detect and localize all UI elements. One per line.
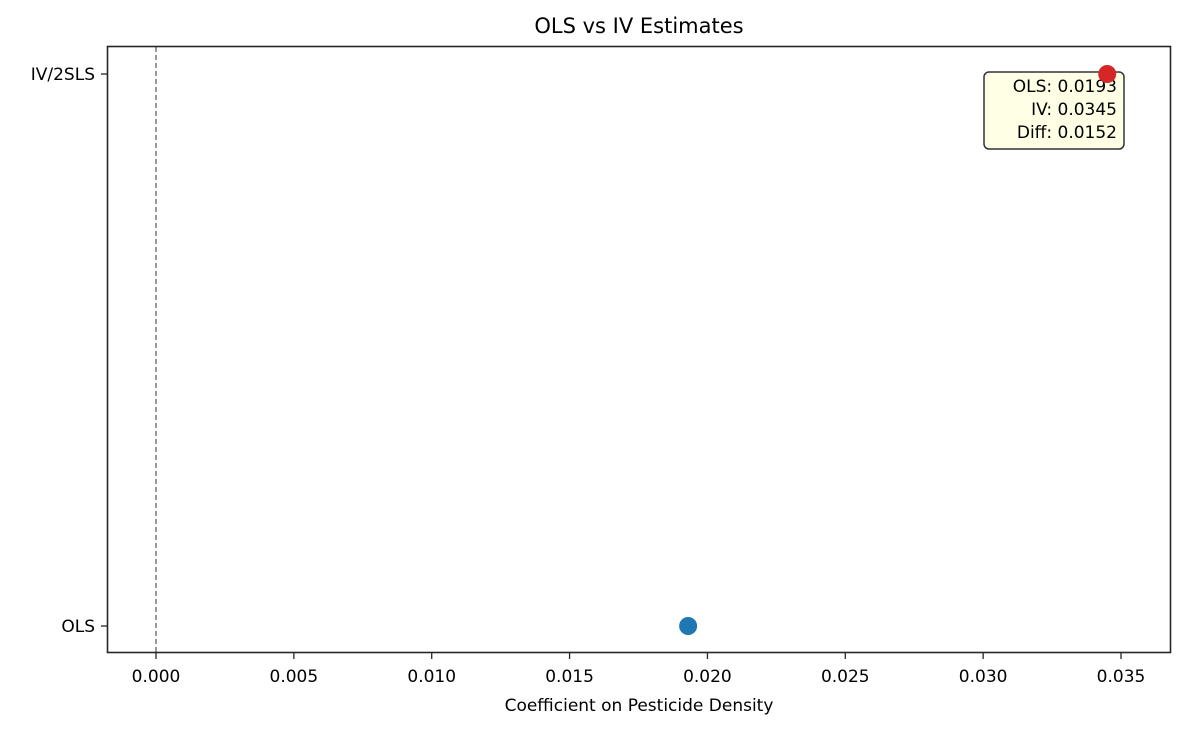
x-tick-label: 0.030 <box>959 667 1008 687</box>
annotation-box: OLS: 0.0193 IV: 0.0345 Diff: 0.0152 <box>983 71 1125 150</box>
axes-frame <box>106 45 1172 654</box>
x-tick-label: 0.020 <box>683 667 732 687</box>
x-tick-label: 0.010 <box>407 667 456 687</box>
chart-title: OLS vs IV Estimates <box>534 14 743 38</box>
annotation-background <box>983 71 1125 150</box>
annotation-ols: OLS: 0.0193 <box>1013 77 1117 97</box>
x-tick-label: 0.005 <box>270 667 319 687</box>
y-tick-label-ols: OLS <box>61 617 95 637</box>
iv-data-point <box>1098 65 1117 83</box>
x-axis-label: Coefficient on Pesticide Density <box>505 696 774 716</box>
x-tick-label: 0.035 <box>1097 667 1146 687</box>
x-tick-label: 0.015 <box>545 667 594 687</box>
annotation-iv: IV: 0.0345 <box>1031 100 1117 120</box>
annotation-diff: Diff: 0.0152 <box>1017 123 1117 143</box>
x-axis: 0.000 0.005 0.010 0.015 0.020 0.025 0.030 0.035 <box>132 652 1146 687</box>
x-tick-label: 0.000 <box>132 667 181 687</box>
x-tick-label: 0.025 <box>821 667 870 687</box>
y-tick-label-iv: IV/2SLS <box>31 65 95 85</box>
ols-data-point <box>679 617 698 635</box>
y-axis: IV/2SLS OLS <box>31 65 107 637</box>
